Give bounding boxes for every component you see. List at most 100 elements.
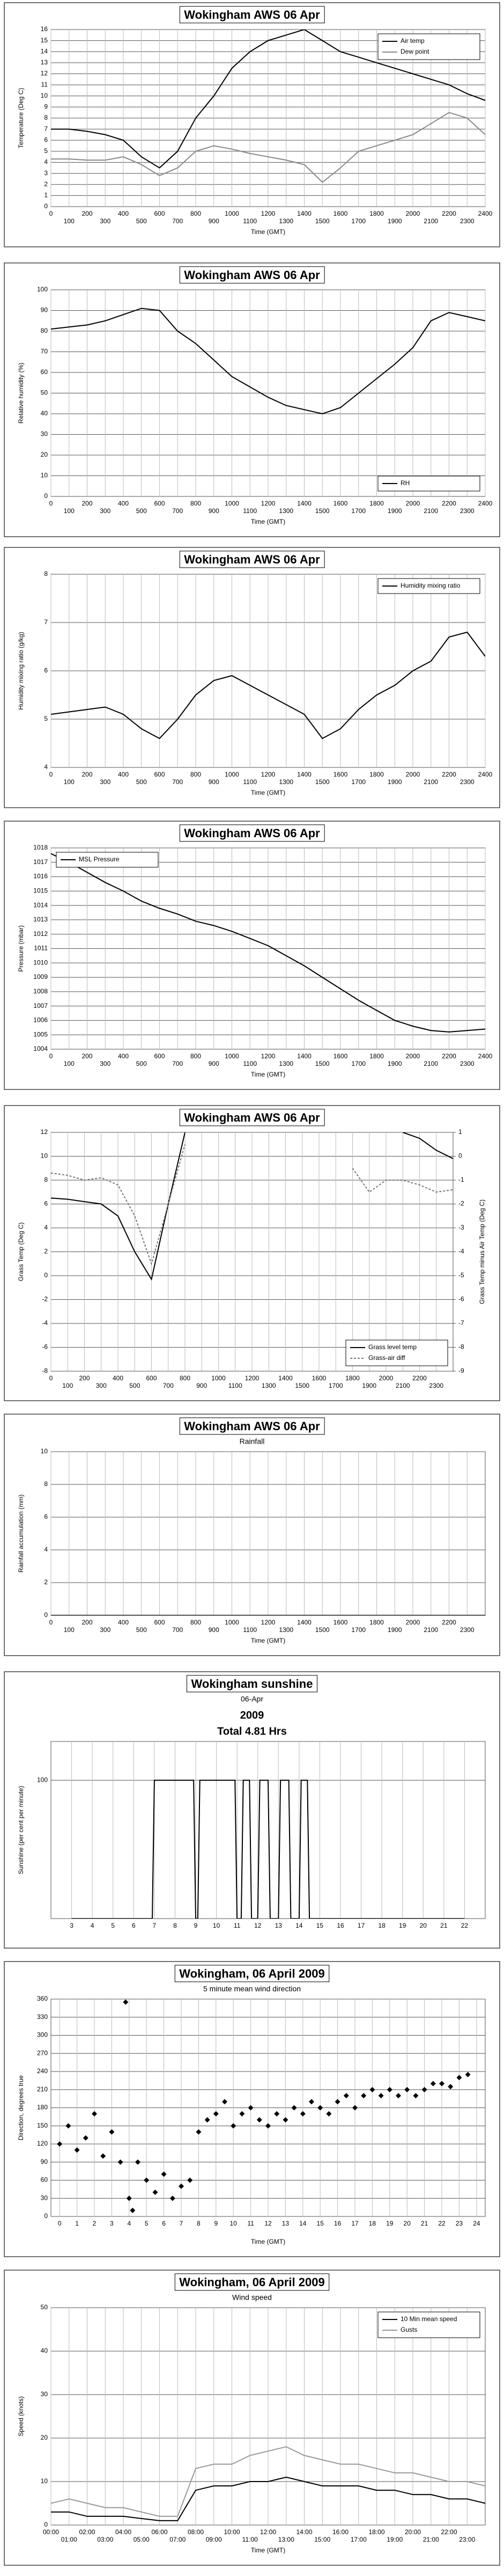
x-tick-label: 700 — [172, 217, 183, 225]
x-tick-label: 2400 — [478, 210, 493, 217]
x-tick-label: 3 — [70, 1922, 73, 1929]
scatter-point — [274, 2111, 280, 2117]
y-axis-label: Grass Temp (Deg C) — [17, 1223, 25, 1282]
scatter-point — [300, 2111, 306, 2117]
x-tick-label: 17 — [358, 1922, 365, 1929]
scatter-point — [343, 2093, 349, 2098]
scatter-point — [123, 1999, 129, 2005]
y-tick-label: 7 — [44, 618, 48, 626]
scatter-point — [335, 2099, 340, 2105]
x-tick-label: 22:00 — [441, 2528, 457, 2536]
y-tick-label: 100 — [37, 1776, 48, 1783]
scatter-point — [387, 2087, 392, 2092]
x-tick-label: 1300 — [262, 1382, 276, 1389]
y-tick-label: 10 — [41, 472, 48, 479]
y-tick-label: 4 — [44, 763, 48, 771]
title-box — [174, 1965, 330, 1982]
x-tick-label: 06:00 — [151, 2528, 167, 2536]
title-box — [174, 2273, 330, 2291]
x-tick-label: 13:00 — [278, 2536, 294, 2543]
y2-tick-label: -9 — [458, 1367, 464, 1374]
x-tick-label: 500 — [129, 1382, 140, 1389]
x-tick-label: 1500 — [295, 1382, 309, 1389]
x-tick-label: 16:00 — [332, 2528, 349, 2536]
scatter-point — [65, 2123, 71, 2129]
scatter-point — [222, 2099, 227, 2105]
scatter-point — [256, 2117, 262, 2123]
chart-title: Wokingham AWS 06 Apr — [184, 826, 320, 840]
y-tick-label: 30 — [41, 2390, 48, 2398]
scatter-point — [130, 2207, 136, 2213]
scatter-point — [92, 2111, 97, 2117]
x-tick-label: 18 — [378, 1922, 386, 1929]
x-tick-label: 200 — [81, 500, 92, 507]
x-tick-label: 800 — [190, 210, 201, 217]
y-tick-label: 11 — [41, 80, 48, 88]
scatter-point — [465, 2072, 471, 2077]
x-tick-label: 1900 — [362, 1382, 376, 1389]
x-tick-label: 18 — [369, 2220, 376, 2227]
x-tick-label: 1300 — [279, 217, 293, 225]
x-tick-label: 6 — [132, 1922, 136, 1929]
x-tick-label: 2200 — [442, 1619, 456, 1626]
x-tick-label: 1400 — [278, 1374, 293, 1382]
y-tick-label: 1007 — [33, 1002, 48, 1009]
title-box — [187, 1675, 317, 1693]
x-tick-label: 1900 — [388, 507, 402, 515]
x-tick-label: 20:00 — [405, 2528, 421, 2536]
x-tick-label: 1700 — [351, 1060, 366, 1067]
x-tick-label: 2100 — [424, 778, 438, 786]
y-tick-label: 0 — [44, 492, 48, 500]
x-tick-label: 2100 — [396, 1382, 410, 1389]
x-tick-label: 1400 — [297, 210, 312, 217]
x-tick-label: 19 — [386, 2220, 394, 2227]
y-tick-label: 4 — [44, 158, 48, 166]
x-tick-label: 2000 — [406, 1619, 420, 1626]
y-tick-label: 5 — [44, 147, 48, 155]
y-tick-label: 20 — [41, 451, 48, 458]
x-tick-label: 600 — [154, 1619, 165, 1626]
x-tick-label: 300 — [100, 1626, 110, 1634]
x-tick-label: 1900 — [388, 1060, 402, 1067]
x-tick-label: 1400 — [297, 1619, 312, 1626]
y-tick-label: 1014 — [33, 901, 48, 909]
y-tick-label: 6 — [44, 1200, 48, 1208]
chart-title: Wokingham AWS 06 Apr — [184, 1111, 320, 1124]
x-tick-label: 10:00 — [224, 2528, 240, 2536]
x-tick-label: 2400 — [478, 771, 493, 778]
y-tick-label: 1016 — [33, 873, 48, 880]
y-tick-label: 1015 — [33, 887, 48, 895]
y-tick-label: -4 — [42, 1319, 48, 1327]
title-box — [179, 824, 325, 842]
y-tick-label: 50 — [41, 389, 48, 397]
scatter-point — [430, 2081, 436, 2087]
chart-title: Wokingham, 06 April 2009 — [179, 2275, 324, 2289]
y-tick-label: 6 — [44, 667, 48, 674]
x-tick-label: 1700 — [351, 778, 366, 786]
series-line — [51, 631, 485, 740]
x-tick-label: 1000 — [225, 210, 239, 217]
scatter-point — [309, 2099, 314, 2105]
x-tick-label: 1800 — [369, 1052, 384, 1060]
x-tick-label: 600 — [154, 210, 165, 217]
y-tick-label: 0 — [44, 1271, 48, 1279]
series-line — [51, 1132, 453, 1281]
series-line — [51, 1144, 453, 1266]
x-tick-label: 1500 — [315, 217, 330, 225]
scatter-point — [439, 2081, 444, 2087]
y-tick-label: 150 — [37, 2121, 48, 2129]
legend-box — [377, 33, 480, 60]
y-axis-label: Pressure (mbar) — [17, 925, 25, 972]
x-axis-label: Time (GMT) — [251, 228, 285, 236]
y-axis-label: Temperature (Deg C) — [17, 88, 25, 149]
x-tick-label: 2200 — [442, 1052, 456, 1060]
y-tick-label: 1005 — [33, 1030, 48, 1038]
y-tick-label: 60 — [41, 368, 48, 376]
y-tick-label: 8 — [44, 1480, 48, 1488]
x-tick-label: 2100 — [424, 1626, 438, 1634]
x-tick-label: 900 — [209, 507, 219, 515]
x-tick-label: 900 — [209, 1060, 219, 1067]
x-tick-label: 1200 — [245, 1374, 260, 1382]
y-tick-label: 120 — [37, 2140, 48, 2147]
legend-label: 10 Min mean speed — [401, 2315, 457, 2323]
